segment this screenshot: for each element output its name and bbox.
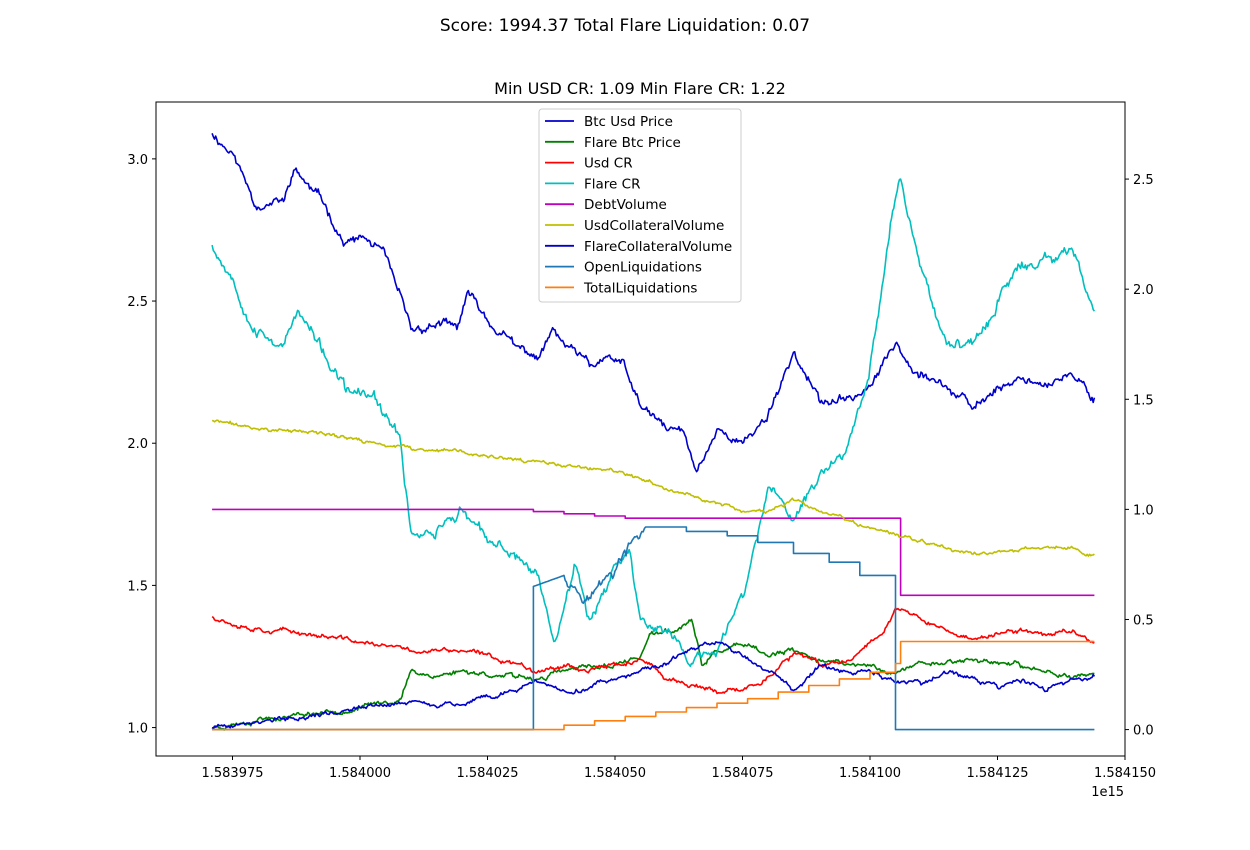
legend-box <box>538 108 742 303</box>
y-right-tick-label: 1.0 <box>1133 503 1154 518</box>
legend-label: UsdCollateralVolume <box>584 218 724 234</box>
series-flare-btc-price <box>211 618 1095 731</box>
y-left-tick-label: 3.0 <box>127 153 148 168</box>
y-right-tick-label: 0.0 <box>1133 724 1154 739</box>
y-axis-right: 0.0 0.5 1.0 1.5 2.0 2.5 <box>1125 173 1154 739</box>
legend-label: OpenLiquidations <box>584 260 702 276</box>
plot-frame <box>155 101 1126 757</box>
y-left-tick-label: 1.0 <box>127 722 148 737</box>
y-left-tick-label: 2.0 <box>127 437 148 452</box>
y-right-tick-label: 1.5 <box>1133 393 1154 408</box>
x-tick-label: 1.584000 <box>329 766 391 781</box>
series-flare-cr <box>211 178 1096 668</box>
x-tick-label: 1.584025 <box>456 766 518 781</box>
y-right-tick-label: 2.5 <box>1133 173 1154 188</box>
chart-title: Min USD CR: 1.09 Min Flare CR: 1.22 <box>494 79 786 98</box>
legend-label: Usd CR <box>584 156 633 172</box>
legend-label: TotalLiquidations <box>583 280 697 296</box>
legend-label: Btc Usd Price <box>584 114 673 130</box>
series-flarecollateralvolume <box>211 641 1096 730</box>
legend-label: FlareCollateralVolume <box>584 239 732 255</box>
y-left-tick-label: 2.5 <box>127 295 148 310</box>
x-offset-label: 1e15 <box>1091 785 1124 800</box>
series-usd-cr <box>211 607 1095 695</box>
series-usdcollateralvolume <box>211 419 1095 557</box>
legend-label: DebtVolume <box>584 197 667 213</box>
series-debtvolume <box>212 508 1095 597</box>
y-right-tick-label: 2.0 <box>1133 283 1154 298</box>
series-layer <box>211 133 1096 731</box>
x-tick-label: 1.584100 <box>839 766 901 781</box>
x-axis: 1.583975 1.584000 1.584025 1.584050 1.584075… <box>201 756 1156 781</box>
series-btc-usd-price <box>211 133 1096 473</box>
x-tick-label: 1.584125 <box>966 766 1028 781</box>
x-tick-label: 1.583975 <box>201 766 263 781</box>
x-tick-label: 1.584075 <box>711 766 773 781</box>
y-axis-left: 1.0 1.5 2.0 2.5 3.0 <box>127 153 156 737</box>
legend: Btc Usd Price Flare Btc Price Usd CR Flare … <box>538 108 742 303</box>
legend-label: Flare CR <box>584 176 640 192</box>
series-totalliquidations <box>212 640 1095 731</box>
y-left-tick-label: 1.5 <box>127 579 148 594</box>
legend-label: Flare Btc Price <box>584 135 681 151</box>
y-right-tick-label: 0.5 <box>1133 613 1154 628</box>
x-tick-label: 1.584150 <box>1094 766 1156 781</box>
figure-suptitle: Score: 1994.37 Total Flare Liquidation: … <box>440 16 810 36</box>
x-tick-label: 1.584050 <box>584 766 646 781</box>
